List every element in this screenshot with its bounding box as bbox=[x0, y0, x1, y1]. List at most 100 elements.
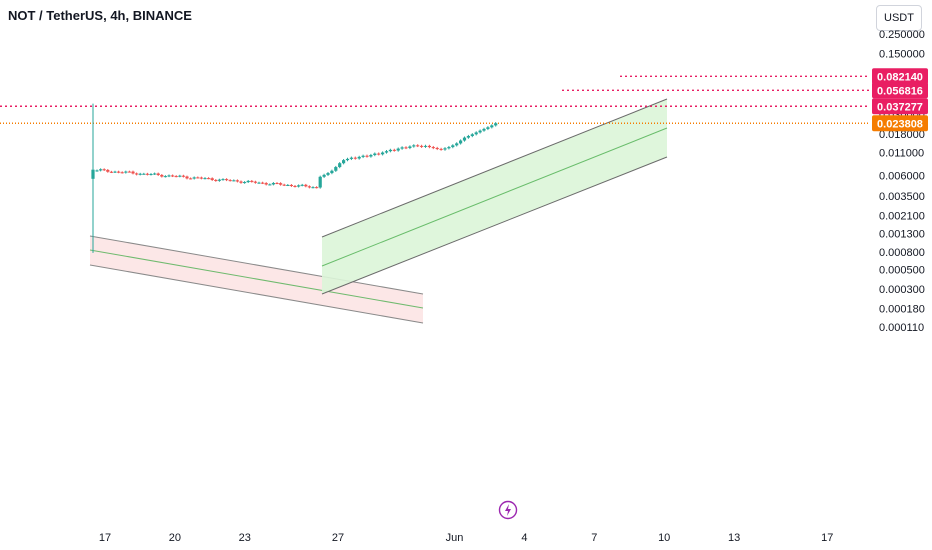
y-tick-label-7: 0.002100 bbox=[879, 210, 925, 222]
y-tick-label-0: 0.250000 bbox=[879, 29, 925, 41]
candle-body-61 bbox=[311, 187, 315, 189]
candle-body-72 bbox=[353, 157, 357, 159]
candle-body-86 bbox=[408, 146, 412, 148]
y-tick-label-10: 0.000500 bbox=[879, 265, 925, 277]
chart-title: NOT / TetherUS, 4h, BINANCE bbox=[8, 8, 192, 23]
candle-body-92 bbox=[431, 147, 435, 149]
candle-body-32 bbox=[207, 178, 211, 180]
price-tag-bg-2 bbox=[872, 98, 928, 115]
y-tick-label-4: 0.011000 bbox=[879, 148, 924, 160]
candle-body-105 bbox=[482, 128, 486, 131]
candle-body-44 bbox=[250, 180, 254, 182]
candle-body-62 bbox=[315, 187, 319, 189]
ascending-channel-mid bbox=[321, 127, 668, 267]
candle-body-101 bbox=[466, 136, 470, 138]
candle-body-58 bbox=[300, 184, 304, 186]
candle-body-55 bbox=[289, 184, 293, 186]
candle-body-26 bbox=[185, 176, 189, 179]
candle-body-39 bbox=[232, 180, 236, 182]
candle-body-28 bbox=[192, 177, 196, 179]
candle-body-87 bbox=[412, 145, 416, 147]
candle-body-35 bbox=[217, 179, 221, 181]
candle-body-80 bbox=[384, 151, 389, 153]
candle-body-40 bbox=[235, 180, 239, 182]
candle-body-108 bbox=[494, 123, 498, 126]
ascending-channel-lower bbox=[321, 156, 668, 295]
x-tick-label-6: 7 bbox=[591, 532, 597, 544]
candle-body-84 bbox=[400, 147, 404, 149]
candle-body-100 bbox=[462, 137, 467, 141]
candle-body-85 bbox=[404, 147, 408, 149]
candle-body-12 bbox=[135, 173, 139, 175]
candle-body-88 bbox=[416, 145, 420, 147]
candle-body-1 bbox=[95, 170, 99, 172]
candle-body-34 bbox=[214, 179, 218, 181]
y-tick-label-9: 0.000800 bbox=[879, 247, 925, 259]
y-tick-label-13: 0.000110 bbox=[879, 322, 924, 334]
candle-body-41 bbox=[239, 181, 243, 183]
x-tick-label-2: 23 bbox=[239, 532, 251, 544]
candle-body-8 bbox=[120, 172, 124, 174]
candle-body-91 bbox=[427, 145, 431, 148]
candle-body-77 bbox=[373, 153, 377, 156]
candle-body-16 bbox=[149, 174, 153, 176]
candle-body-38 bbox=[228, 180, 232, 182]
candle-body-19 bbox=[160, 174, 164, 177]
candle-body-79 bbox=[381, 152, 385, 155]
x-tick-label-3: 27 bbox=[332, 532, 344, 544]
candle-body-15 bbox=[145, 173, 149, 175]
candle-body-60 bbox=[307, 186, 311, 188]
candle-body-33 bbox=[210, 178, 214, 180]
candle-body-65 bbox=[326, 173, 330, 175]
candle-body-48 bbox=[264, 183, 268, 185]
candle-body-21 bbox=[167, 175, 171, 177]
candle-body-104 bbox=[478, 130, 482, 133]
channels bbox=[89, 98, 668, 324]
x-axis: 17 20 23 27 Jun 4 7 10 13 17 bbox=[99, 532, 834, 544]
candle-body-63 bbox=[318, 176, 322, 188]
candle-body-49 bbox=[268, 184, 272, 186]
candle-body-68 bbox=[338, 163, 342, 168]
x-tick-label-8: 13 bbox=[728, 532, 740, 544]
candle-body-70 bbox=[345, 158, 350, 161]
candle-body-98 bbox=[455, 143, 459, 146]
candle-body-47 bbox=[261, 182, 265, 184]
candle-body-13 bbox=[138, 173, 142, 175]
candle-body-25 bbox=[181, 175, 185, 177]
currency-button[interactable]: USDT bbox=[876, 5, 922, 31]
candle-body-99 bbox=[459, 140, 463, 144]
candle-body-0 bbox=[91, 169, 95, 179]
y-tick-label-6: 0.003500 bbox=[879, 191, 925, 203]
candle-body-93 bbox=[435, 147, 439, 149]
y-tick-label-12: 0.000180 bbox=[879, 303, 925, 315]
y-axis: 0.2500000.1500000.0300000.0180000.011000… bbox=[879, 29, 925, 334]
candle-body-36 bbox=[221, 179, 225, 181]
candle-body-107 bbox=[490, 125, 494, 128]
candle-body-18 bbox=[156, 173, 160, 175]
candle-body-23 bbox=[174, 176, 178, 178]
y-tick-label-3: 0.018000 bbox=[879, 129, 925, 141]
x-tick-label-7: 10 bbox=[658, 532, 670, 544]
candle-body-75 bbox=[365, 155, 369, 157]
descending-channel-lower bbox=[89, 264, 424, 324]
candle-body-82 bbox=[392, 149, 396, 151]
x-tick-label-9: 17 bbox=[821, 532, 833, 544]
candle-body-73 bbox=[357, 156, 361, 159]
candle-body-43 bbox=[246, 180, 250, 183]
y-tick-label-1: 0.150000 bbox=[879, 48, 925, 60]
descending-channel-upper bbox=[89, 235, 424, 295]
candle-body-30 bbox=[199, 177, 203, 179]
candle-body-14 bbox=[142, 173, 146, 175]
ascending-channel-upper bbox=[321, 98, 668, 238]
candle-body-46 bbox=[257, 182, 261, 184]
candle-body-57 bbox=[297, 185, 301, 187]
candle-body-102 bbox=[470, 134, 474, 137]
candle-body-11 bbox=[131, 171, 135, 174]
candle-body-74 bbox=[361, 155, 365, 157]
candle-body-2 bbox=[99, 169, 103, 171]
candle-body-17 bbox=[153, 173, 157, 175]
candles bbox=[91, 103, 498, 253]
x-tick-label-0: 17 bbox=[99, 532, 111, 544]
candle-body-94 bbox=[439, 148, 443, 150]
